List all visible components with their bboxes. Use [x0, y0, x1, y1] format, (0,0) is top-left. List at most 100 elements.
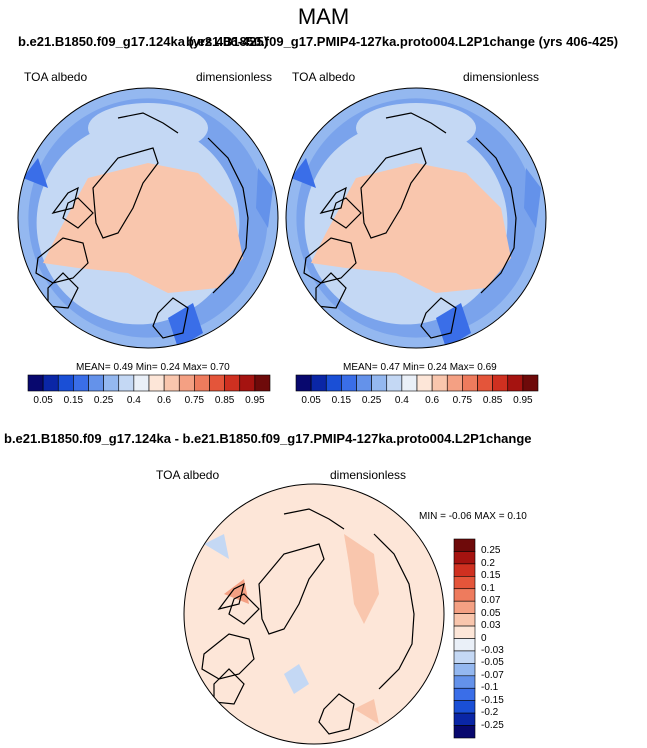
- colorbar-1-box-10: [178, 374, 195, 392]
- colorbar-3-tick-label: -0.03: [481, 644, 504, 656]
- colorbar-2-tick-label: 0.25: [361, 395, 382, 406]
- colorbar-3-box-4: [453, 588, 476, 602]
- colorbar-2-box-13: [492, 374, 509, 392]
- map-1-coastline-0: [92, 147, 159, 239]
- colorbar-3-box-6: [453, 613, 476, 627]
- panel-2-stats: MEAN= 0.47 Min= 0.24 Max= 0.69: [343, 362, 497, 373]
- map-2-north-pacific-band: [356, 103, 476, 153]
- map-1-coastline-2: [62, 197, 94, 229]
- colorbar-3-tick-label: 0.25: [481, 545, 501, 557]
- colorbar-3-box-8: [453, 638, 476, 652]
- colorbar-2-tick-label: 0.05: [301, 395, 321, 406]
- colorbar-3-box-5: [453, 600, 476, 614]
- map-1: [18, 88, 278, 348]
- figure-title: MAM: [297, 4, 350, 29]
- colorbar-3-box-7: [453, 625, 476, 639]
- colorbar-1-box-6: [118, 374, 135, 392]
- panel-2-variable-label: TOA albedo: [292, 70, 356, 84]
- colorbar-2-box-3: [341, 374, 357, 392]
- map-3-coastline-3: [217, 582, 245, 610]
- map-2-atlantic-low: [524, 168, 541, 228]
- map-1-high-albedo-cap: [43, 163, 243, 293]
- colorbar-3-box-0: [453, 538, 476, 552]
- colorbar-1-tick-label: 0.15: [63, 395, 84, 406]
- colorbar-2-box-1: [310, 374, 327, 392]
- map-3-positive-patch-1: [344, 534, 379, 624]
- colorbar-1-tick-label: 0.25: [93, 395, 114, 406]
- colorbar-1-box-0: [27, 374, 44, 392]
- panel-2-units-label: dimensionless: [463, 70, 540, 84]
- map-3-negative-patch-2: [204, 534, 229, 559]
- map-1-coastline-3: [51, 186, 79, 214]
- colorbar-2-box-15: [522, 374, 539, 392]
- map-3-coastline-0: [258, 543, 325, 635]
- map-2-coastline-alaska: [385, 112, 447, 134]
- panel-2-title: b.e21.B1850.f09_g17.PMIP4-127ka.proto004…: [186, 34, 619, 49]
- colorbar-2-box-14: [507, 374, 524, 392]
- colorbar-3-tick-label: 0.1: [481, 582, 495, 594]
- colorbar-3-box-12: [453, 687, 476, 701]
- colorbar-2-tick-label: 0.6: [425, 395, 440, 406]
- colorbar-1-box-1: [42, 374, 59, 392]
- map-3: [184, 484, 444, 744]
- colorbar-3-tick-label: 0.15: [481, 570, 501, 582]
- colorbar-1-tick-label: 0.4: [126, 395, 141, 406]
- colorbar-3-box-13: [453, 700, 476, 714]
- colorbar-2-box-5: [371, 374, 388, 392]
- map-1-coastline-5: [152, 297, 189, 339]
- map-3-coastline-siberia: [373, 533, 415, 690]
- colorbar-3-tick-label: 0.2: [481, 557, 495, 569]
- colorbar-3-tick-label: 0: [481, 632, 487, 644]
- colorbar-3-tick-label: -0.25: [481, 719, 504, 731]
- colorbar-3-box-15: [453, 725, 476, 739]
- colorbar-1-box-14: [239, 374, 256, 392]
- map-2-coastline-siberia: [475, 137, 517, 294]
- panel-1-variable-label: TOA albedo: [24, 70, 88, 84]
- panel-3-title: b.e21.B1850.f09_g17.124ka - b.e21.B1850.…: [4, 431, 532, 446]
- panel-3-units-label: dimensionless: [330, 468, 407, 482]
- map-3-coastline-1: [201, 633, 255, 680]
- colorbar-2-tick-label: 0.85: [482, 395, 503, 406]
- colorbar-1-box-4: [88, 374, 104, 392]
- map-3-frame: [183, 483, 445, 745]
- map-1-coastline-1: [35, 237, 89, 284]
- map-2-coastline-1: [303, 237, 357, 284]
- colorbar-3-tick-label: -0.2: [481, 707, 499, 719]
- colorbar-3-box-9: [453, 650, 476, 664]
- panel-3-stats: MIN = -0.06 MAX = 0.10: [419, 511, 527, 522]
- colorbar-2-tick-label: 0.15: [331, 395, 352, 406]
- colorbar-3-tick-label: -0.07: [481, 669, 504, 681]
- colorbar-3-box-2: [453, 563, 476, 577]
- colorbar-1-tick-label: 0.05: [33, 395, 53, 406]
- map-2-baltic-low: [436, 303, 471, 348]
- colorbar-2-box-9: [431, 374, 448, 392]
- colorbar-3-tick-label: -0.1: [481, 682, 499, 694]
- colorbar-2-tick-label: 0.95: [513, 395, 533, 406]
- colorbar-1-box-7: [133, 374, 150, 392]
- colorbar-2-box-12: [477, 374, 493, 392]
- map-1-atlantic-low: [256, 168, 273, 228]
- map-3-coastline-5: [318, 693, 355, 735]
- colorbar-3-tick-label: 0.03: [481, 620, 501, 632]
- map-1-coastline-alaska: [117, 112, 179, 134]
- colorbar-1-box-3: [73, 374, 89, 392]
- colorbar-3-box-3: [453, 576, 476, 590]
- colorbar-1-tick-label: 0.6: [157, 395, 172, 406]
- colorbar-3-box-10: [453, 663, 476, 677]
- map-2-coastline-0: [360, 147, 427, 239]
- colorbar-1-box-12: [209, 374, 225, 392]
- colorbar-3-box-1: [453, 551, 476, 565]
- colorbar-3-tick-label: -0.05: [481, 657, 504, 669]
- map-1-frame: [17, 87, 279, 349]
- map-2-frame: [285, 87, 547, 349]
- colorbar-2-box-8: [416, 374, 433, 392]
- colorbar-3-tick-label: -0.15: [481, 694, 504, 706]
- map-3-background: [184, 484, 444, 744]
- colorbar-1-box-15: [254, 374, 271, 392]
- panel-1-stats: MEAN= 0.49 Min= 0.24 Max= 0.70: [76, 362, 230, 373]
- colorbar-1-box-8: [148, 374, 165, 392]
- map-3-coastline-2: [228, 593, 260, 625]
- colorbar-1-box-2: [57, 374, 74, 392]
- colorbar-2-box-6: [386, 374, 403, 392]
- colorbar-3-box-11: [453, 675, 476, 689]
